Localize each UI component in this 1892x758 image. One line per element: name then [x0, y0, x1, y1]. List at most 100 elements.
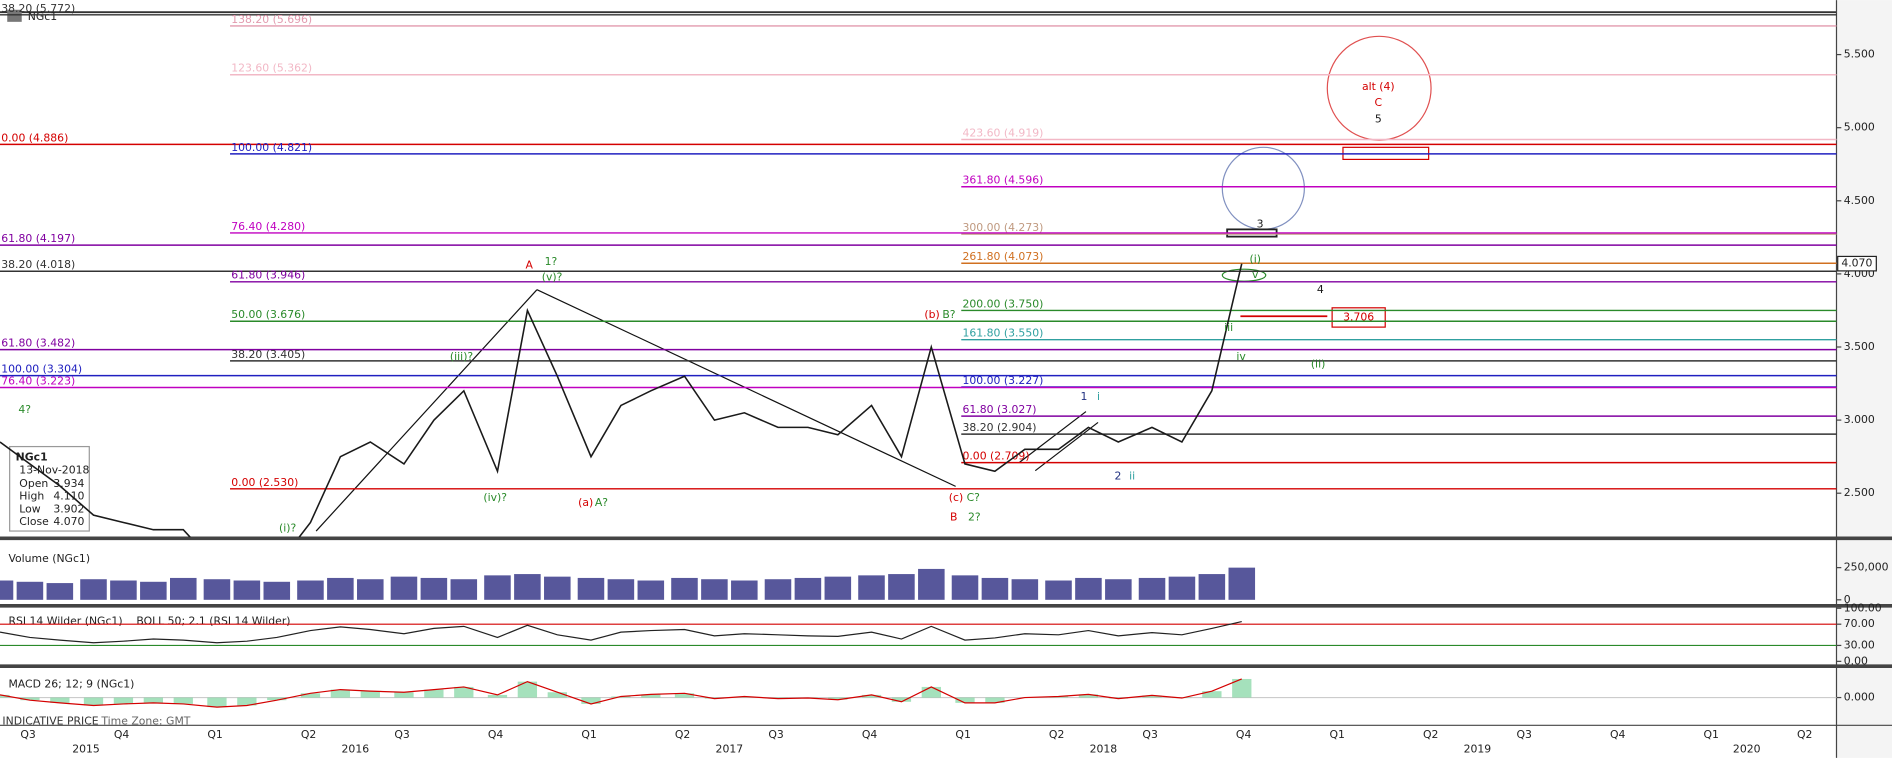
volume-bar: [110, 580, 137, 600]
macd-bar: [50, 697, 70, 703]
volume-bar: [203, 579, 231, 600]
level-label: 38.20 (4.018): [1, 258, 75, 271]
volume-bar: [577, 577, 605, 600]
x-tick-label: Q2: [1049, 728, 1064, 741]
x-tick-label: Q2: [675, 728, 690, 741]
info-box: [9, 445, 90, 532]
trend-line: [1019, 411, 1087, 463]
level-label: 161.80 (3.550): [962, 327, 1043, 340]
volume-title: Volume (NGc1): [8, 552, 90, 565]
volume-bar: [484, 575, 511, 600]
level-label: 61.80 (3.946): [231, 269, 305, 282]
volume-bar: [951, 575, 979, 600]
macd-bar: [921, 686, 941, 698]
wave-label: (c): [949, 491, 963, 504]
y-tick-label: 0.00: [1844, 654, 1868, 667]
last-price-box: [1837, 255, 1877, 272]
x-tick-label: Q4: [1236, 728, 1252, 741]
macd-bar: [207, 697, 227, 708]
macd-bar: [113, 697, 134, 704]
y-tick-label: 2.500: [1844, 486, 1875, 499]
volume-bar: [731, 580, 758, 600]
level-label: 361.80 (4.596): [962, 174, 1043, 187]
x-tick-label: Q2: [1423, 728, 1438, 741]
level-label: 100.00 (4.821): [231, 141, 312, 154]
wave-label: (ii): [1311, 357, 1326, 370]
level-label: 100.00 (3.304): [1, 363, 82, 376]
macd-bar: [454, 686, 474, 698]
volume-bar: [327, 577, 354, 600]
level-label: 76.40 (4.280): [231, 220, 305, 233]
macd-bar: [861, 694, 882, 698]
y-tick-label: 5.000: [1844, 121, 1875, 134]
wave-label: ii: [1129, 469, 1135, 482]
y-tick-label: 4.500: [1844, 194, 1875, 207]
wave-label: B?: [942, 308, 955, 321]
wave-label: 5: [1375, 113, 1382, 126]
macd-bar: [267, 697, 287, 701]
target-label: 3.706: [1343, 310, 1374, 323]
volume-bar: [1168, 576, 1196, 600]
level-label: 0.00 (2.530): [231, 476, 298, 489]
symbol: NGc1: [28, 10, 57, 23]
macd-bar: [1142, 695, 1162, 698]
volume-bar: [233, 580, 261, 600]
macd-bar: [891, 697, 912, 702]
rsi-line: [0, 620, 1242, 644]
y-tick-label: 5.500: [1844, 48, 1875, 61]
year-label: 2018: [1090, 742, 1118, 755]
x-tick-label: Q4: [488, 728, 504, 741]
y-tick-label: 70.00: [1844, 617, 1875, 630]
volume-bar: [918, 568, 945, 600]
volume-bar: [1138, 577, 1166, 600]
macd-bar: [237, 697, 257, 706]
volume-bar: [1011, 579, 1039, 600]
info-label: Open: [19, 477, 48, 490]
volume-bar: [1045, 580, 1072, 600]
volume-bar: [1198, 574, 1226, 600]
volume-bar: [390, 576, 418, 600]
year-label: 2020: [1733, 742, 1761, 755]
info-label: Low: [19, 502, 40, 515]
x-tick-label: Q1: [1329, 728, 1344, 741]
level-label: 61.80 (4.197): [1, 232, 75, 245]
wave-label: A: [526, 259, 534, 272]
year-label: 2015: [72, 742, 100, 755]
wave-label: B: [950, 510, 957, 523]
wave-label: (iv)?: [483, 491, 507, 504]
level-label: 61.80 (3.482): [1, 337, 75, 350]
y-tick-label: 30.00: [1844, 638, 1875, 651]
info-value: 3.902: [53, 502, 84, 515]
wave-label: i: [1097, 390, 1100, 403]
volume-bar: [671, 577, 698, 600]
wave-label: 4: [1317, 283, 1324, 296]
wave-label: alt (4): [1362, 80, 1395, 93]
info-label: Close: [19, 515, 49, 528]
volume-bar: [80, 579, 107, 600]
info-value: 4.070: [53, 515, 84, 528]
wave-label: iv: [1236, 350, 1246, 363]
volume-bar: [46, 583, 74, 600]
boll-title: BOLL 50; 2.1 (RSI 14 Wilder): [136, 615, 290, 628]
macd-bar: [360, 691, 380, 698]
level-label: 76.40 (3.223): [1, 374, 75, 387]
macd-bar: [1232, 678, 1252, 698]
macd-bar: [517, 681, 538, 698]
macd-bar: [581, 697, 601, 704]
level-label: 38.20 (2.904): [962, 421, 1036, 434]
wave-label: (iii)?: [450, 350, 473, 363]
wave-label: (i): [1250, 253, 1261, 266]
y-tick-label: 3.000: [1844, 413, 1875, 426]
macd-bar: [1202, 691, 1222, 698]
macd-bar: [173, 697, 193, 704]
macd-bar: [955, 697, 975, 703]
macd-bar: [674, 693, 695, 698]
macd-bar: [83, 697, 104, 706]
wave-label: (b): [924, 308, 939, 321]
volume-bar: [357, 579, 384, 600]
wave-label: v: [1252, 268, 1259, 281]
wave-label: iii: [1224, 321, 1233, 334]
macd-bar: [20, 697, 40, 701]
level-label: 123.60 (5.362): [231, 62, 312, 75]
